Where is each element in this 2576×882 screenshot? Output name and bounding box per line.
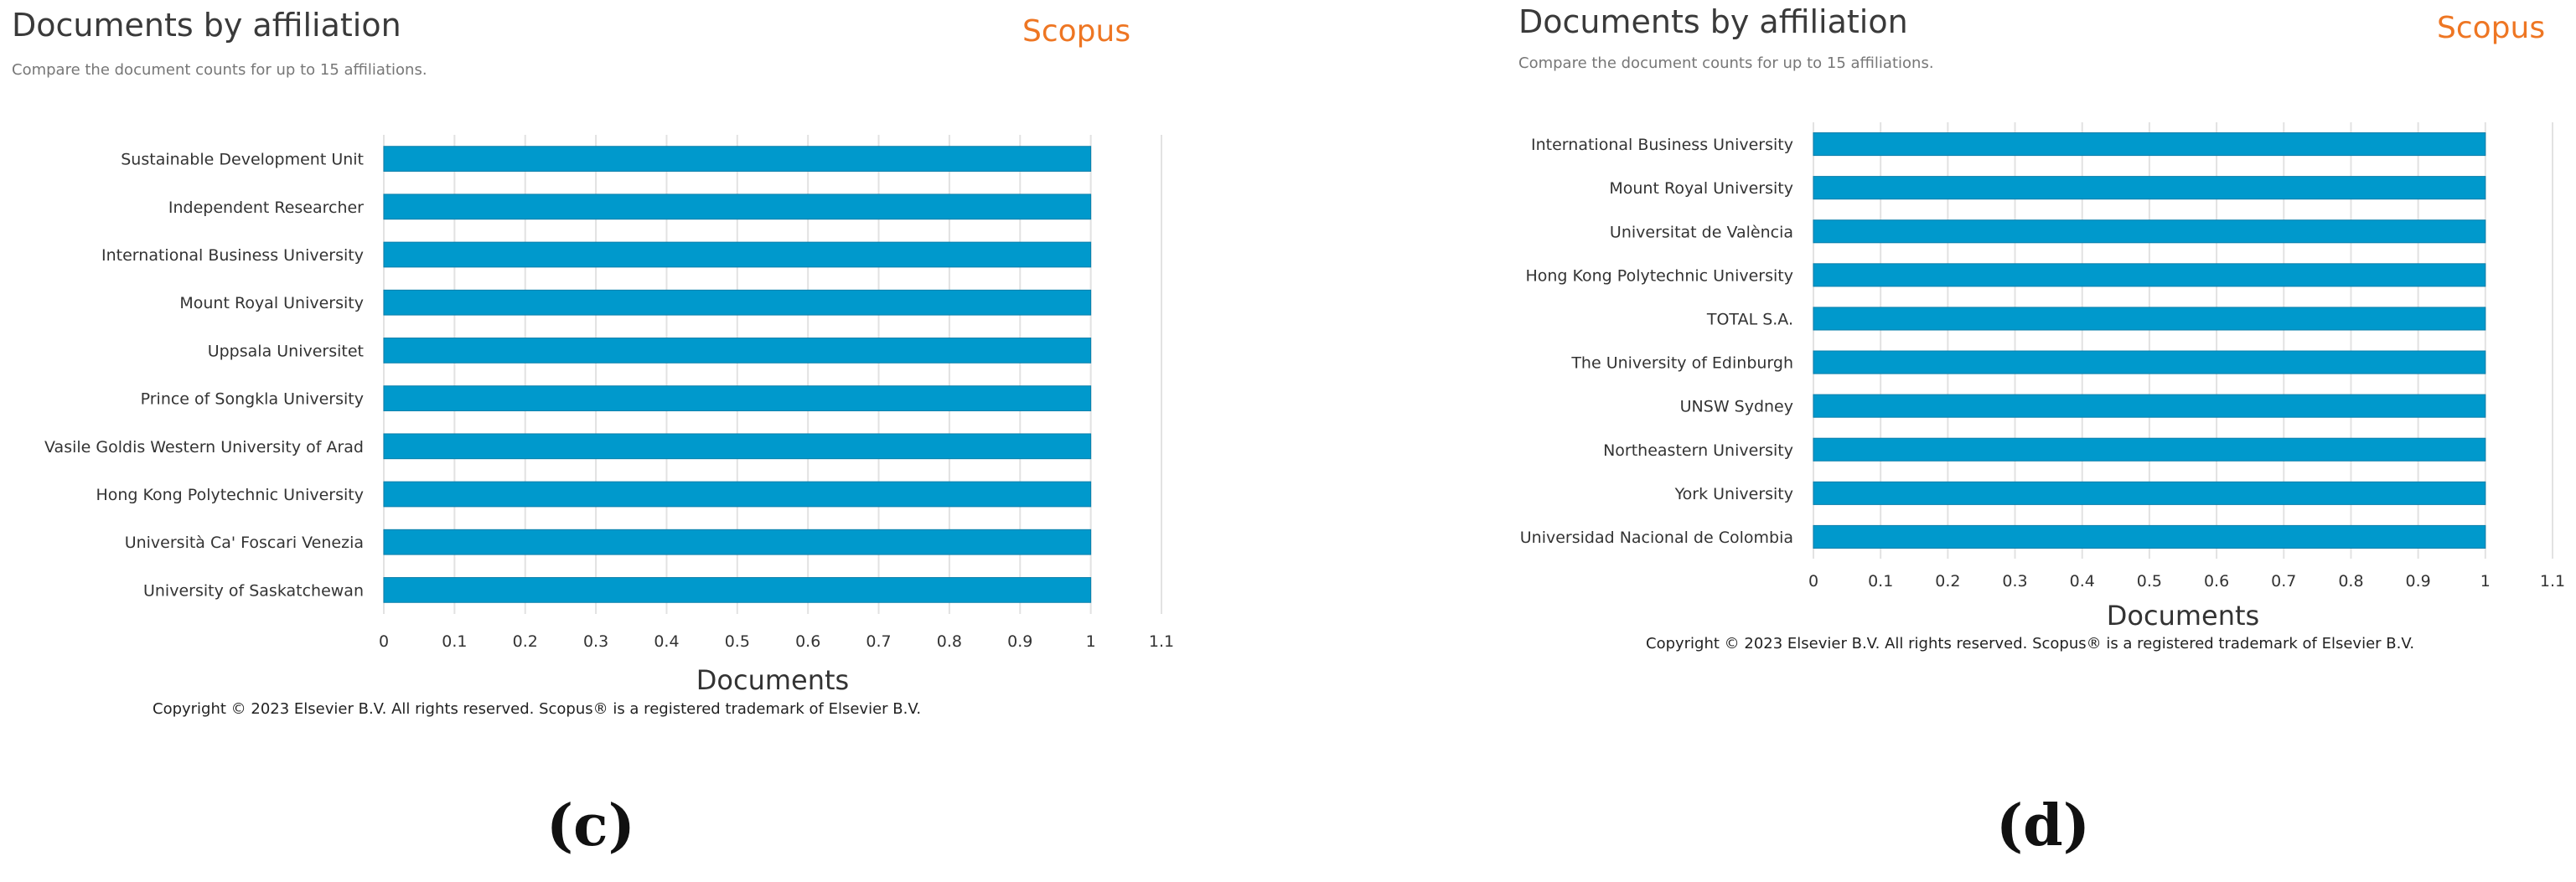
x-tick-label: 0.7 (866, 632, 891, 651)
category-label: Vasile Goldis Western University of Arad (44, 438, 364, 456)
bar (383, 289, 1092, 316)
category-label: TOTAL S.A. (1706, 310, 1793, 328)
x-tick-label: 0 (379, 632, 389, 651)
x-tick-label: 0.4 (2070, 572, 2095, 591)
x-tick-label: 0.6 (2204, 572, 2229, 591)
x-tick-label: 0.4 (654, 632, 679, 651)
bar (383, 577, 1092, 603)
scopus-logo: Scopus (1022, 14, 1131, 49)
bar (383, 146, 1092, 172)
bar (383, 241, 1092, 268)
bar (1813, 350, 2486, 374)
x-axis-label: Documents (696, 664, 849, 696)
chart-title: Documents by affiliation (1518, 3, 1908, 40)
x-tick-label: 1.1 (1149, 632, 1174, 651)
chart-panel-d: Documents by affiliation Compare the doc… (1508, 0, 2576, 754)
category-label: International Business University (1531, 136, 1793, 154)
category-label: Mount Royal University (1609, 179, 1793, 198)
x-tick-label: 1 (2480, 572, 2491, 591)
x-tick-label: 0.3 (2002, 572, 2027, 591)
bar (1813, 394, 2486, 418)
chart-subtitle: Compare the document counts for up to 15… (12, 61, 427, 79)
panel-caption-c: (c) (546, 792, 635, 859)
bar (1813, 176, 2486, 200)
category-label: The University of Edinburgh (1570, 354, 1793, 373)
copyright-notice: Copyright © 2023 Elsevier B.V. All right… (153, 700, 922, 718)
x-tick-label: 1 (1086, 632, 1096, 651)
category-label: Mount Royal University (179, 294, 364, 312)
category-label: Independent Researcher (168, 199, 364, 217)
bar-chart-d: International Business University Mount R… (1520, 122, 2565, 632)
x-tick-label: 1.1 (2540, 572, 2565, 591)
x-tick-label: 0.8 (2338, 572, 2363, 591)
x-tick-label: 0.9 (1007, 632, 1032, 651)
category-label: Universidad Nacional de Colombia (1520, 529, 1793, 547)
bar (1813, 481, 2486, 505)
scopus-logo: Scopus (2437, 11, 2546, 45)
bar (1813, 307, 2486, 331)
category-label: Universitat de València (1610, 223, 1793, 241)
x-tick-label: 0.8 (937, 632, 962, 651)
category-label: Hong Kong Polytechnic University (1525, 266, 1793, 285)
chart-panel-c: Documents by affiliation Compare the doc… (0, 0, 1190, 754)
chart-title: Documents by affiliation (12, 7, 401, 44)
bar-chart-c: Sustainable Development Unit Independent … (44, 135, 1174, 696)
category-label: Hong Kong Polytechnic University (96, 486, 364, 504)
bar (1813, 437, 2486, 462)
category-label: York University (1674, 485, 1793, 503)
x-tick-label: 0.6 (795, 632, 820, 651)
bar (1813, 524, 2486, 549)
bar (383, 481, 1092, 508)
x-tick-label: 0.3 (583, 632, 608, 651)
panel-caption-d: (d) (1996, 792, 2090, 859)
bar (383, 193, 1092, 220)
x-tick-label: 0.5 (725, 632, 750, 651)
category-label: University of Saskatchewan (143, 581, 364, 600)
category-label: Università Ca' Foscari Venezia (125, 534, 364, 552)
x-tick-label: 0.7 (2271, 572, 2296, 591)
x-tick-label: 0.2 (1935, 572, 1960, 591)
chart-subtitle: Compare the document counts for up to 15… (1518, 54, 1934, 72)
x-axis-label: Documents (2107, 600, 2259, 632)
x-tick-label: 0.1 (442, 632, 467, 651)
category-label: UNSW Sydney (1680, 398, 1793, 416)
x-tick-label: 0 (1808, 572, 1818, 591)
copyright-notice: Copyright © 2023 Elsevier B.V. All right… (1646, 635, 2415, 652)
category-label: Prince of Songkla University (141, 390, 364, 409)
bar (383, 529, 1092, 555)
bar (1813, 263, 2486, 287)
bar (383, 433, 1092, 460)
category-label: Sustainable Development Unit (121, 151, 364, 169)
x-tick-label: 0.5 (2137, 572, 2162, 591)
bar (1813, 132, 2486, 157)
bar (383, 338, 1092, 364)
category-label: Northeastern University (1603, 441, 1793, 460)
bar (383, 385, 1092, 411)
category-label: Uppsala Universitet (208, 342, 364, 360)
x-tick-label: 0.2 (513, 632, 538, 651)
bar (1813, 219, 2486, 244)
category-label: International Business University (101, 246, 364, 265)
x-tick-label: 0.9 (2406, 572, 2431, 591)
x-tick-label: 0.1 (1868, 572, 1893, 591)
